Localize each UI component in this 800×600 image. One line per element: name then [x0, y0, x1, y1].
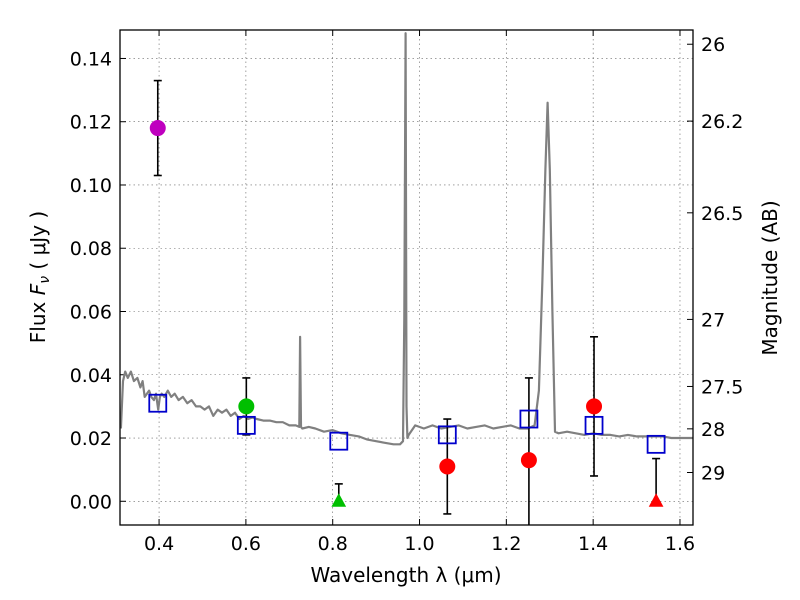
- x-axis-title: Wavelength λ (μm): [310, 563, 501, 587]
- mag-tick-label: 27.5: [701, 376, 743, 398]
- y-tick-label: 0.08: [70, 238, 112, 260]
- y-axis-ticks: 0.00 0.02 0.04 0.06 0.08 0.10 0.12 0.14: [70, 48, 126, 513]
- detection-point: [149, 120, 166, 137]
- mag-tick-label: 28: [701, 419, 725, 441]
- model-band-square: [329, 431, 349, 451]
- y-tick-label: 0.02: [70, 428, 112, 450]
- x-tick-label: 1.4: [578, 533, 608, 555]
- detection-point: [520, 452, 537, 469]
- mag-tick-label: 26.2: [701, 111, 743, 133]
- x-tick-label: 0.6: [231, 533, 261, 555]
- model-band-square: [646, 434, 666, 454]
- x-tick-label: 1.2: [491, 533, 521, 555]
- model-band-square: [584, 415, 604, 435]
- y-tick-label: 0.04: [70, 365, 112, 387]
- y-tick-label: 0.10: [70, 175, 112, 197]
- y-axis-title: Flux Fν ( μJy ): [26, 211, 53, 343]
- model-sed-line: [120, 32, 693, 446]
- model-band-square: [236, 415, 256, 435]
- upper-limit-triangle: [331, 493, 347, 507]
- mag-tick-label: 26: [701, 34, 725, 56]
- grid-lines: [120, 30, 693, 525]
- upper-limit-triangle: [648, 493, 664, 507]
- y2-axis-title: Magnitude (AB): [758, 200, 782, 355]
- x-tick-label: 0.8: [318, 533, 348, 555]
- mag-tick-label: 27: [701, 309, 725, 331]
- x-tick-label: 0.4: [144, 533, 174, 555]
- x-tick-label: 1.0: [404, 533, 434, 555]
- detection-point: [586, 398, 603, 415]
- x-tick-label: 1.6: [665, 533, 695, 555]
- y-tick-label: 0.06: [70, 302, 112, 324]
- model-band-square: [148, 393, 168, 413]
- data-markers: [148, 79, 666, 525]
- x-axis-ticks: 0.4 0.6 0.8 1.0 1.2 1.4 1.6: [144, 30, 695, 555]
- magnitude-axis-ticks: 26 26.2 26.5 27 27.5 28 29: [687, 34, 743, 484]
- mag-tick-label: 29: [701, 462, 725, 484]
- y-tick-label: 0.14: [70, 48, 112, 70]
- model-band-square: [519, 409, 539, 429]
- model-band-square: [437, 425, 457, 445]
- detection-point: [439, 458, 456, 475]
- detection-point: [238, 398, 255, 415]
- plot-frame: [119, 29, 694, 526]
- y-tick-label: 0.00: [70, 491, 112, 513]
- mag-tick-label: 26.5: [701, 203, 743, 225]
- y-tick-label: 0.12: [70, 112, 112, 134]
